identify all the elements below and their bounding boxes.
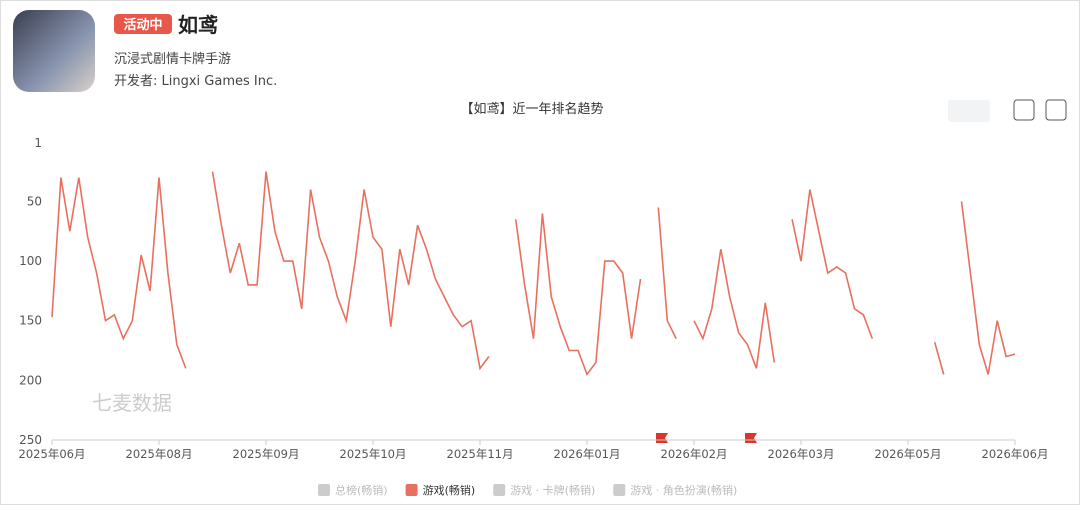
legend-label[interactable]: 总榜(畅销): [335, 483, 388, 497]
legend-swatch[interactable]: [613, 484, 626, 496]
chart-title: 【如鸢】近一年排名趋势: [460, 101, 603, 117]
legend-swatch[interactable]: [318, 484, 330, 496]
legend-label[interactable]: 游戏 · 角色扮演(畅销): [630, 483, 737, 497]
save-image[interactable]: [1013, 99, 1035, 121]
watermark: 七麦数据: [92, 391, 172, 415]
x-tick-label: 2026年02月: [661, 447, 728, 461]
y-tick-label: 1: [34, 136, 42, 150]
y-tick-label: 250: [19, 433, 42, 447]
legend-label[interactable]: 游戏(畅销): [423, 483, 476, 497]
x-tick-label: 2026年01月: [554, 447, 621, 461]
y-tick-label: 100: [19, 254, 42, 268]
x-tick-label: 2025年09月: [233, 447, 300, 461]
x-tick-label: 2026年06月: [982, 447, 1049, 461]
y-tick-label: 50: [27, 194, 42, 208]
rank-line: [51, 171, 1016, 377]
subtitle: 沉浸式剧情卡牌手游: [114, 51, 231, 67]
x-tick-label: 2026年03月: [768, 447, 835, 461]
app-title: 如鸢: [178, 13, 218, 37]
download[interactable]: [1045, 99, 1067, 121]
x-tick-label: 2025年10月: [340, 447, 407, 461]
y-tick-label: 200: [19, 373, 42, 387]
view-toggle[interactable]: [948, 100, 990, 122]
x-tick-label: 2025年06月: [19, 447, 86, 461]
x-tick-label: 2025年11月: [447, 447, 514, 461]
badge: [114, 14, 172, 34]
legend-swatch[interactable]: [493, 484, 506, 496]
x-tick-label: 2025年08月: [126, 447, 193, 461]
event-flag[interactable]: [656, 433, 757, 443]
developer: 开发者: Lingxi Games Inc.: [114, 73, 277, 89]
badge-text: 活动中: [123, 17, 162, 33]
y-tick-label: 150: [19, 314, 42, 328]
x-tick-label: 2026年05月: [875, 447, 942, 461]
legend-label[interactable]: 游戏 · 卡牌(畅销): [510, 483, 595, 497]
app-icon: [13, 10, 95, 92]
legend-swatch[interactable]: [405, 484, 418, 496]
